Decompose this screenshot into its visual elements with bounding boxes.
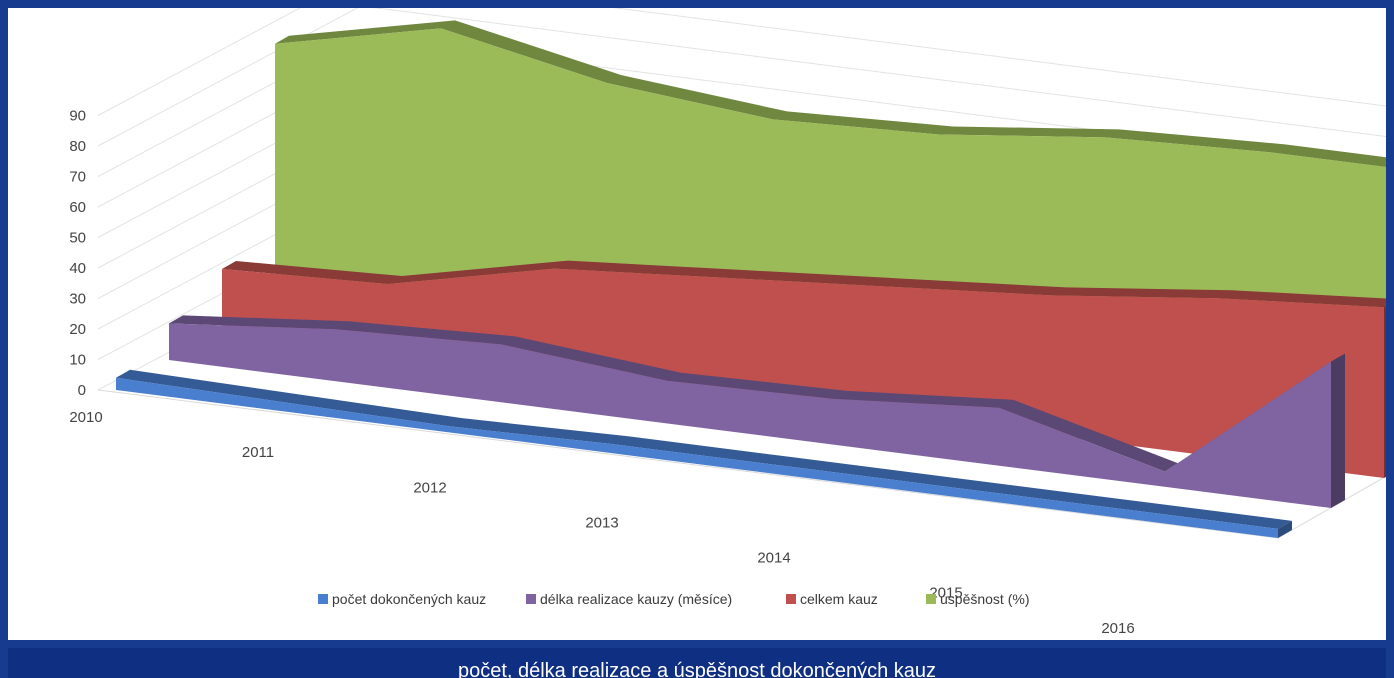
axes bbox=[97, 389, 1386, 539]
gridline bbox=[97, 8, 1386, 116]
series-area bbox=[221, 260, 1386, 478]
chart-caption: počet, délka realizace a úspěšnost dokon… bbox=[8, 648, 1386, 678]
legend-label: celkem kauz bbox=[800, 591, 878, 607]
gridline bbox=[97, 8, 1386, 147]
depth-axis-line bbox=[1277, 475, 1386, 539]
legend-item: celkem kauz bbox=[786, 591, 878, 607]
legend-label: úspěšnost (%) bbox=[940, 591, 1029, 607]
series-side bbox=[1278, 520, 1292, 538]
series-side bbox=[1331, 353, 1345, 508]
series-ridge bbox=[116, 369, 1292, 529]
y-tick-label: 30 bbox=[69, 291, 86, 308]
x-tick-label: 2010 bbox=[69, 409, 102, 426]
y-tick-label: 0 bbox=[78, 382, 86, 399]
series-area bbox=[115, 369, 1292, 538]
legend-item: počet dokončených kauz bbox=[318, 591, 486, 607]
y-tick-label: 10 bbox=[69, 352, 86, 369]
y-tick-label: 70 bbox=[69, 169, 86, 186]
x-tick-label: 2011 bbox=[242, 444, 274, 461]
chart-panel: 0 10 20 30 40 50 60 70 80 90 2010 2011 2012 2013 2014… bbox=[8, 8, 1386, 640]
series-areas bbox=[115, 20, 1386, 538]
area-chart-3d: 0 10 20 30 40 50 60 70 80 90 2010 2011 2012 2013 2014… bbox=[69, 8, 1386, 637]
legend-swatch bbox=[786, 594, 796, 604]
y-tick-label: 40 bbox=[69, 260, 86, 277]
x-tick-label: 2012 bbox=[413, 479, 446, 496]
y-tick-label: 20 bbox=[69, 321, 86, 338]
series-face bbox=[116, 377, 1278, 538]
x-tick-label: 2013 bbox=[585, 514, 618, 531]
x-tick-label: 2015 bbox=[929, 585, 962, 602]
y-tick-label: 80 bbox=[69, 138, 86, 155]
series-ridge bbox=[222, 260, 1386, 308]
y-tick-label: 50 bbox=[69, 230, 86, 247]
x-tick-label: 2014 bbox=[757, 550, 790, 567]
legend-item: délka realizace kauzy (měsíce) bbox=[526, 591, 732, 607]
legend-label: počet dokončených kauz bbox=[332, 591, 486, 607]
legend-label: délka realizace kauzy (měsíce) bbox=[540, 591, 732, 607]
legend-item: úspěšnost (%) bbox=[926, 591, 1029, 607]
legend-swatch bbox=[318, 594, 328, 604]
series-face bbox=[222, 268, 1384, 478]
x-tick-label: 2016 bbox=[1101, 620, 1134, 637]
x-tick-labels: 20102011201220132014201520162017 bbox=[69, 409, 1134, 637]
series-side bbox=[1384, 306, 1386, 478]
y-tick-label: 90 bbox=[69, 108, 86, 125]
y-tick-labels: 0 10 20 30 40 50 60 70 80 90 bbox=[69, 108, 86, 400]
legend-swatch bbox=[926, 594, 936, 604]
legend: počet dokončených kauz délka realizace ka… bbox=[318, 591, 1029, 607]
y-tick-label: 60 bbox=[69, 199, 86, 216]
series-area bbox=[168, 315, 1345, 508]
legend-swatch bbox=[526, 594, 536, 604]
series-ridge bbox=[275, 20, 1386, 168]
series-face bbox=[169, 323, 1331, 508]
x-axis-line bbox=[97, 389, 1279, 539]
